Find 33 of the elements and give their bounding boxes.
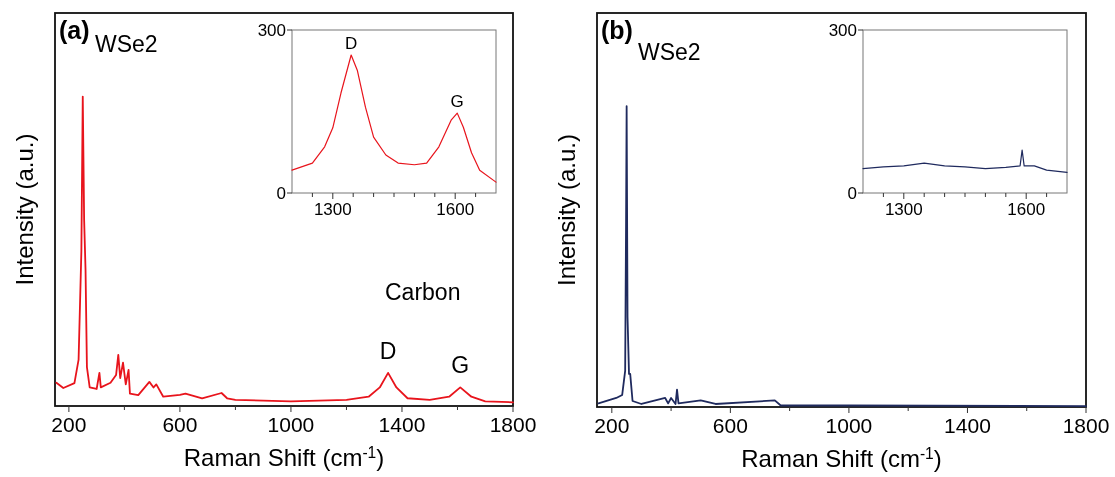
annotation: D xyxy=(345,33,358,53)
x-axis-title: Raman Shift (cm$^{-1}$) xyxy=(741,444,942,472)
x-tick-label: 200 xyxy=(594,413,630,437)
x-tick-label: 1400 xyxy=(944,413,991,437)
x-axis-title: Raman Shift (cm$^{-1}$) xyxy=(183,443,385,471)
x-tick-label: 1000 xyxy=(267,412,315,436)
x-tick-label: 1300 xyxy=(884,200,923,220)
line-series xyxy=(291,54,497,183)
x-tick-label: 600 xyxy=(712,413,748,437)
y-tick-label: 0 xyxy=(847,183,857,203)
x-tick-label: 1800 xyxy=(1062,413,1110,437)
x-tick-label: 200 xyxy=(51,412,87,436)
line-series xyxy=(862,149,1068,173)
x-tick-label: 1000 xyxy=(825,413,873,437)
chart-title: (b) xyxy=(601,16,633,44)
x-tick-label: 1800 xyxy=(489,412,537,436)
y-axis-title: Intensity (a.u.) xyxy=(11,133,38,286)
x-tick-label: 600 xyxy=(162,412,198,436)
annotation: Carbon xyxy=(385,279,461,305)
y-tick-label: 0 xyxy=(276,183,286,203)
annotation: G xyxy=(451,352,470,379)
chart-title: (a) xyxy=(59,16,90,44)
x-tick-label: 1600 xyxy=(1007,200,1046,220)
x-tick-label: 1400 xyxy=(378,412,426,436)
annotation: G xyxy=(450,92,464,112)
annotation: D xyxy=(379,337,397,364)
y-tick-label: 300 xyxy=(828,20,857,40)
text: WSe2 xyxy=(638,39,701,65)
x-tick-label: 1300 xyxy=(313,200,352,220)
x-tick-label: 1600 xyxy=(436,200,475,220)
y-axis-title: Intensity (a.u.) xyxy=(553,133,580,287)
y-tick-label: 300 xyxy=(257,20,286,40)
text: WSe2 xyxy=(95,31,158,57)
